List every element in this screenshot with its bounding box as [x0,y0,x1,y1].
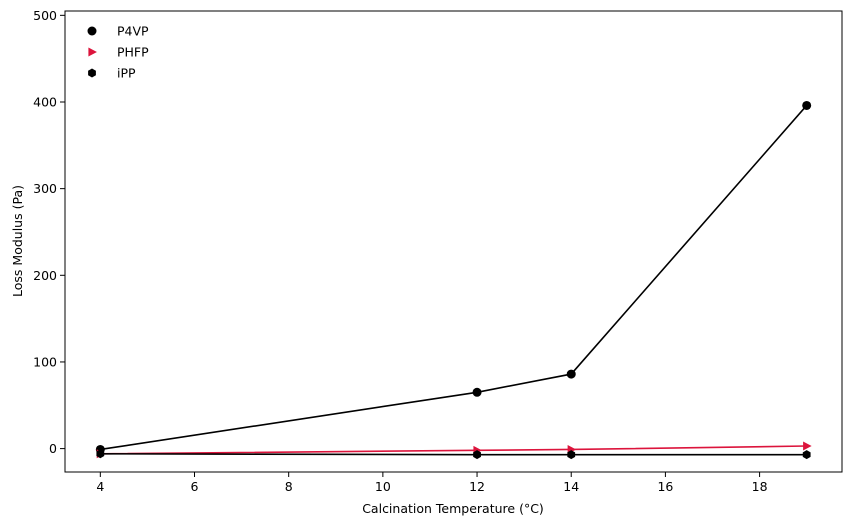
data-point [473,450,481,460]
x-tick-label: 12 [469,479,485,494]
data-point [802,100,812,110]
data-point [567,450,576,460]
y-axis-title: Loss Modulus (Pa) [10,185,25,297]
data-point [803,441,812,451]
y-axis: 0 100 200 300 400 500 [33,8,65,456]
x-tick-label: 18 [752,479,768,494]
data-point [802,450,811,460]
x-tick-label: 4 [96,479,104,494]
legend-marker [88,47,97,57]
legend-label: PHFP [117,45,149,60]
plot-area [65,11,842,472]
legend-item-p4vp: P4VP [87,24,149,39]
x-tick-label: 6 [191,479,199,494]
y-tick-label: 400 [33,94,57,109]
legend-item-phfp: PHFP [88,45,149,60]
data-point [96,449,105,459]
series-layer [95,100,812,460]
y-tick-label: 0 [49,441,57,456]
series-line [100,445,807,455]
series-line [100,453,807,456]
series-ipp [96,449,811,460]
x-tick-label: 16 [657,479,673,494]
data-point [566,369,576,379]
x-tick-label: 10 [375,479,391,494]
legend: P4VP PHFP iPP [87,24,149,81]
y-tick-label: 300 [33,181,57,196]
y-tick-label: 500 [33,8,57,23]
x-axis-title: Calcination Temperature (°C) [362,501,544,516]
legend-label: P4VP [117,24,149,39]
plot-frame [64,10,843,473]
data-point [472,387,482,397]
y-tick-label: 100 [33,354,57,369]
legend-marker [88,68,96,78]
x-tick-label: 14 [563,479,579,494]
x-tick-label: 8 [285,479,293,494]
y-tick-label: 200 [33,268,57,283]
legend-item-ipp: iPP [88,66,136,81]
x-axis: 4 6 8 10 12 14 16 18 [96,472,768,494]
legend-label: iPP [117,66,136,81]
series-line [100,104,808,451]
legend-marker [87,26,97,36]
